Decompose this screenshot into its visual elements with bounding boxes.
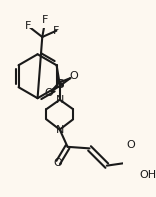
- Text: F: F: [25, 21, 31, 31]
- Text: O: O: [69, 71, 78, 81]
- Text: F: F: [53, 26, 60, 36]
- Text: S: S: [55, 78, 64, 91]
- Text: N: N: [56, 95, 64, 105]
- Text: N: N: [56, 125, 64, 135]
- Text: O: O: [44, 88, 53, 98]
- Text: OH: OH: [139, 170, 156, 180]
- Text: O: O: [54, 158, 63, 167]
- Text: O: O: [126, 140, 135, 150]
- Text: F: F: [42, 15, 49, 25]
